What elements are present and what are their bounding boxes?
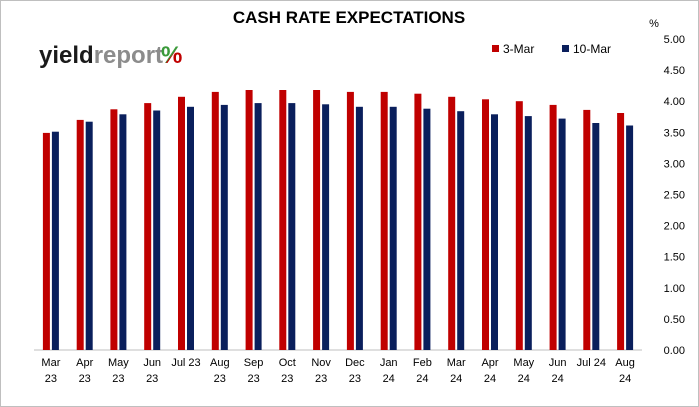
legend-label-1: 3-Mar: [503, 42, 534, 56]
x-tick-label: Dec 23: [345, 357, 365, 385]
x-tick-label: Mar 23: [41, 357, 60, 385]
bar-series-1-15: [549, 104, 557, 351]
y-tick-label: 5.00: [664, 34, 685, 46]
bar-series-1-6: [245, 90, 253, 350]
bar-series-2-8: [322, 104, 330, 350]
x-tick-label: Mar 24: [447, 357, 466, 385]
bar-series-2-12: [457, 111, 465, 350]
x-tick-label: Sep 23: [244, 357, 264, 385]
bar-series-1-7: [279, 90, 287, 350]
logo-percent-symbol: %: [161, 42, 182, 69]
yieldreport-logo: yieldreport %: [39, 42, 182, 69]
bar-series-1-10: [380, 91, 388, 351]
bar-series-2-0: [51, 131, 59, 350]
y-tick-label: 4.00: [664, 96, 685, 108]
bar-series-2-2: [119, 114, 127, 350]
legend-label-2: 10-Mar: [573, 42, 611, 56]
x-axis-labels: Mar 23 Apr 23 May 23 Jun 23 Jul 23 Aug 23 Sep 23 Oct 2…: [41, 357, 634, 385]
bar-series-2-3: [153, 110, 161, 350]
y-tick-label: 0.50: [664, 314, 685, 326]
bar-series-1-12: [448, 96, 456, 350]
bar-series-2-13: [491, 114, 498, 350]
x-tick-label: Jun 24: [549, 357, 567, 385]
x-tick-label: May 24: [513, 357, 534, 385]
bar-series-2-10: [389, 106, 397, 350]
bar-series-1-16: [583, 109, 591, 351]
bar-marks: [42, 90, 634, 351]
legend-swatch-2: [562, 45, 569, 52]
y-tick-label: 0.00: [664, 345, 685, 357]
logo-word-yield: yield: [39, 42, 94, 69]
y-axis-unit-label: %: [649, 18, 659, 30]
y-tick-label: 4.50: [664, 65, 685, 77]
legend-swatch-1: [492, 45, 499, 52]
x-tick-label: Jul 23: [171, 357, 200, 369]
x-tick-label: Oct 23: [279, 357, 296, 385]
bar-series-2-6: [254, 103, 262, 350]
bar-series-2-17: [626, 125, 634, 350]
y-tick-label: 3.50: [664, 127, 685, 139]
y-axis-ticks: 0.00 0.50 1.00 1.50 2.00 2.50 3.00 3.50 4.00 4.50…: [664, 34, 685, 357]
bar-series-1-1: [76, 119, 84, 351]
y-tick-label: 1.00: [664, 283, 685, 295]
y-tick-label: 3.00: [664, 158, 685, 170]
chart-title: CASH RATE EXPECTATIONS: [233, 8, 465, 27]
bar-series-1-9: [346, 91, 354, 351]
bar-series-1-2: [110, 109, 118, 350]
x-tick-label: Jun 23: [143, 357, 161, 385]
bar-series-1-4: [178, 96, 185, 350]
y-tick-label: 1.50: [664, 252, 685, 264]
bar-series-2-5: [220, 104, 228, 351]
bar-series-2-1: [85, 121, 93, 350]
x-tick-label: Apr 23: [76, 357, 93, 385]
y-tick-label: 2.00: [664, 221, 685, 233]
bar-series-2-11: [423, 108, 431, 350]
x-tick-label: Feb 24: [413, 357, 432, 385]
x-tick-label: Aug 24: [615, 357, 635, 385]
bar-series-1-17: [617, 113, 625, 350]
x-tick-label: Apr 24: [481, 357, 498, 385]
bar-series-2-7: [288, 103, 296, 350]
bar-series-2-15: [558, 118, 566, 350]
bar-series-1-3: [144, 103, 152, 350]
x-tick-label: May 23: [108, 357, 129, 385]
bar-series-2-14: [524, 116, 532, 350]
bar-series-1-11: [414, 93, 422, 350]
x-tick-label: Aug 23: [210, 357, 230, 385]
logo-word-report: report: [94, 42, 163, 69]
bar-series-1-0: [42, 132, 50, 350]
bar-series-2-16: [592, 123, 600, 350]
y-tick-label: 2.50: [664, 190, 685, 202]
x-tick-label: Jan 24: [380, 357, 398, 385]
bar-series-1-14: [515, 101, 523, 350]
chart-legend: 3-Mar 10-Mar: [492, 42, 611, 56]
logo-wordmark: yieldreport: [39, 42, 163, 69]
bar-series-1-5: [211, 91, 219, 351]
bar-series-1-8: [313, 90, 321, 350]
x-tick-label: Jul 24: [577, 357, 606, 369]
bar-series-2-9: [355, 106, 363, 350]
bar-series-1-13: [482, 99, 489, 350]
bar-series-2-4: [187, 106, 194, 350]
x-tick-label: Nov 23: [311, 357, 331, 385]
